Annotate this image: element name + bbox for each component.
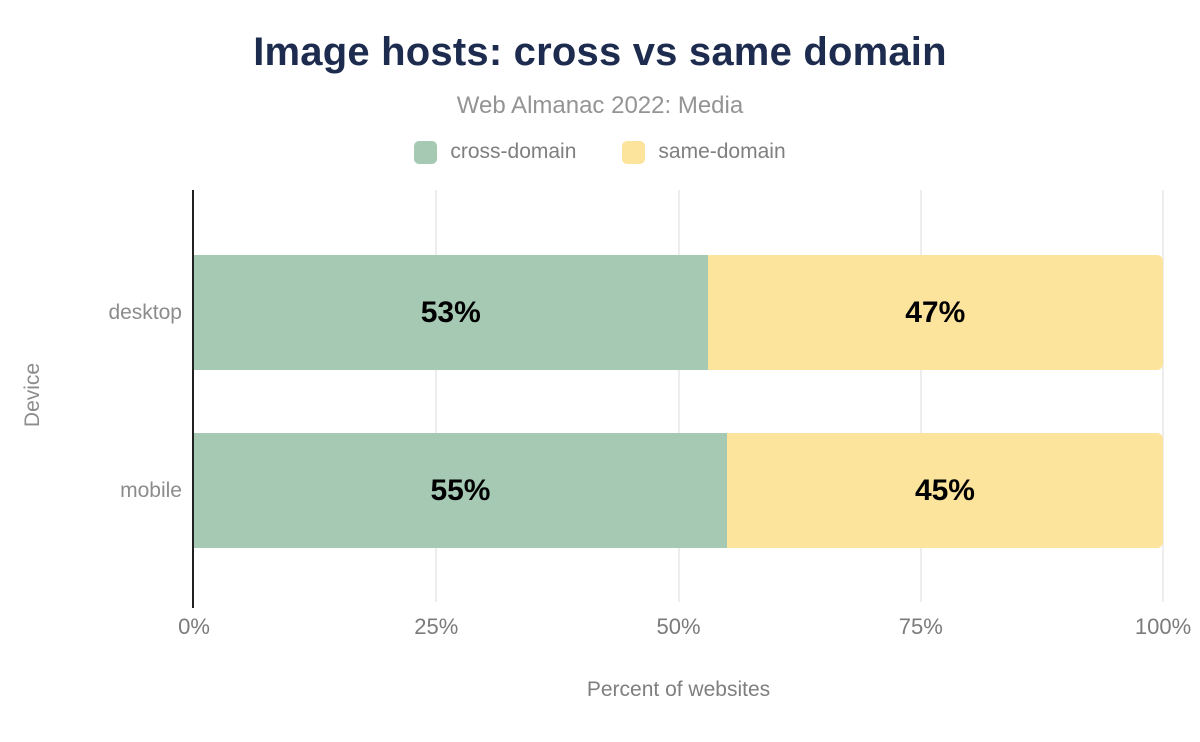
plot-area: 53% 47% desktop 55% 45% mobile xyxy=(108,190,1164,608)
y-axis-title: Device xyxy=(21,362,44,428)
legend-item-same-domain: same-domain xyxy=(622,140,786,164)
bar-value-label: 55% xyxy=(430,473,491,507)
legend-label: cross-domain xyxy=(450,140,577,163)
x-tick-label: 0% xyxy=(178,614,210,639)
x-axis-ticks: 0% 25% 50% 75% 100% xyxy=(178,614,1191,640)
bar-segment-mobile-cross-domain: 55% xyxy=(194,433,727,548)
bar-value-label: 47% xyxy=(905,295,966,329)
chart-title: Image hosts: cross vs same domain xyxy=(253,30,947,74)
bar-segment-mobile-same-domain: 45% xyxy=(726,433,1163,548)
x-tick-label: 75% xyxy=(898,614,943,639)
gridline xyxy=(1162,190,1164,602)
cross-domain-swatch-icon xyxy=(414,140,438,164)
gridline xyxy=(677,190,680,602)
same-domain-swatch-icon xyxy=(622,140,646,164)
bar-segment-desktop-cross-domain: 53% xyxy=(194,255,708,370)
bar-segment-desktop-same-domain: 47% xyxy=(707,255,1163,370)
x-axis-title: Percent of websites xyxy=(586,678,771,701)
x-tick-label: 50% xyxy=(656,614,701,639)
category-label-mobile: mobile xyxy=(120,478,182,502)
y-axis-line xyxy=(192,190,194,608)
gridline xyxy=(919,190,922,602)
x-tick-label: 100% xyxy=(1134,614,1192,639)
bar-row-desktop: 53% 47% xyxy=(194,255,1163,370)
x-tick-label: 25% xyxy=(414,614,459,639)
gridline xyxy=(435,190,438,602)
chart-legend: cross-domain same-domain xyxy=(0,140,1200,164)
bar-value-label: 45% xyxy=(914,473,975,507)
category-label-desktop: desktop xyxy=(108,300,182,324)
bar-row-mobile: 55% 45% xyxy=(194,433,1163,548)
legend-label: same-domain xyxy=(658,140,786,163)
legend-item-cross-domain: cross-domain xyxy=(414,140,576,164)
chart-subtitle: Web Almanac 2022: Media xyxy=(456,92,744,119)
bar-value-label: 53% xyxy=(420,295,481,329)
